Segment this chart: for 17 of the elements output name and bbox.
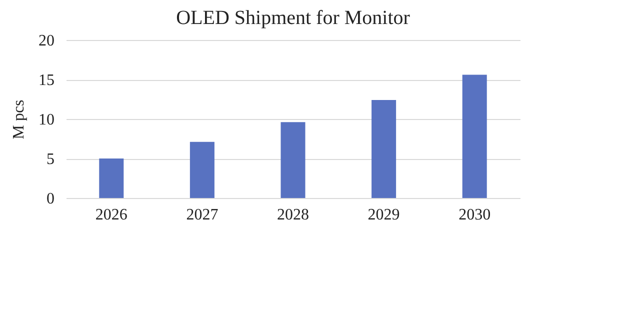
chart-title: OLED Shipment for Monitor xyxy=(176,7,410,29)
x-tick-label: 2028 xyxy=(277,206,309,224)
y-tick-label: 20 xyxy=(38,32,54,50)
y-axis-title: M pcs xyxy=(10,100,28,140)
bar xyxy=(462,74,487,198)
bar xyxy=(99,158,124,198)
bar xyxy=(280,122,306,198)
y-tick-label: 5 xyxy=(46,151,54,168)
bar xyxy=(190,142,214,198)
x-tick-label: 2027 xyxy=(186,206,218,224)
y-tick-label: 10 xyxy=(38,112,54,128)
bar xyxy=(372,100,396,198)
x-tick-label: 2030 xyxy=(458,206,491,224)
x-tick-label: 2029 xyxy=(368,206,400,224)
y-tick-label: 0 xyxy=(46,190,54,208)
x-tick-label: 2026 xyxy=(95,206,128,224)
y-tick-label: 15 xyxy=(38,72,54,89)
